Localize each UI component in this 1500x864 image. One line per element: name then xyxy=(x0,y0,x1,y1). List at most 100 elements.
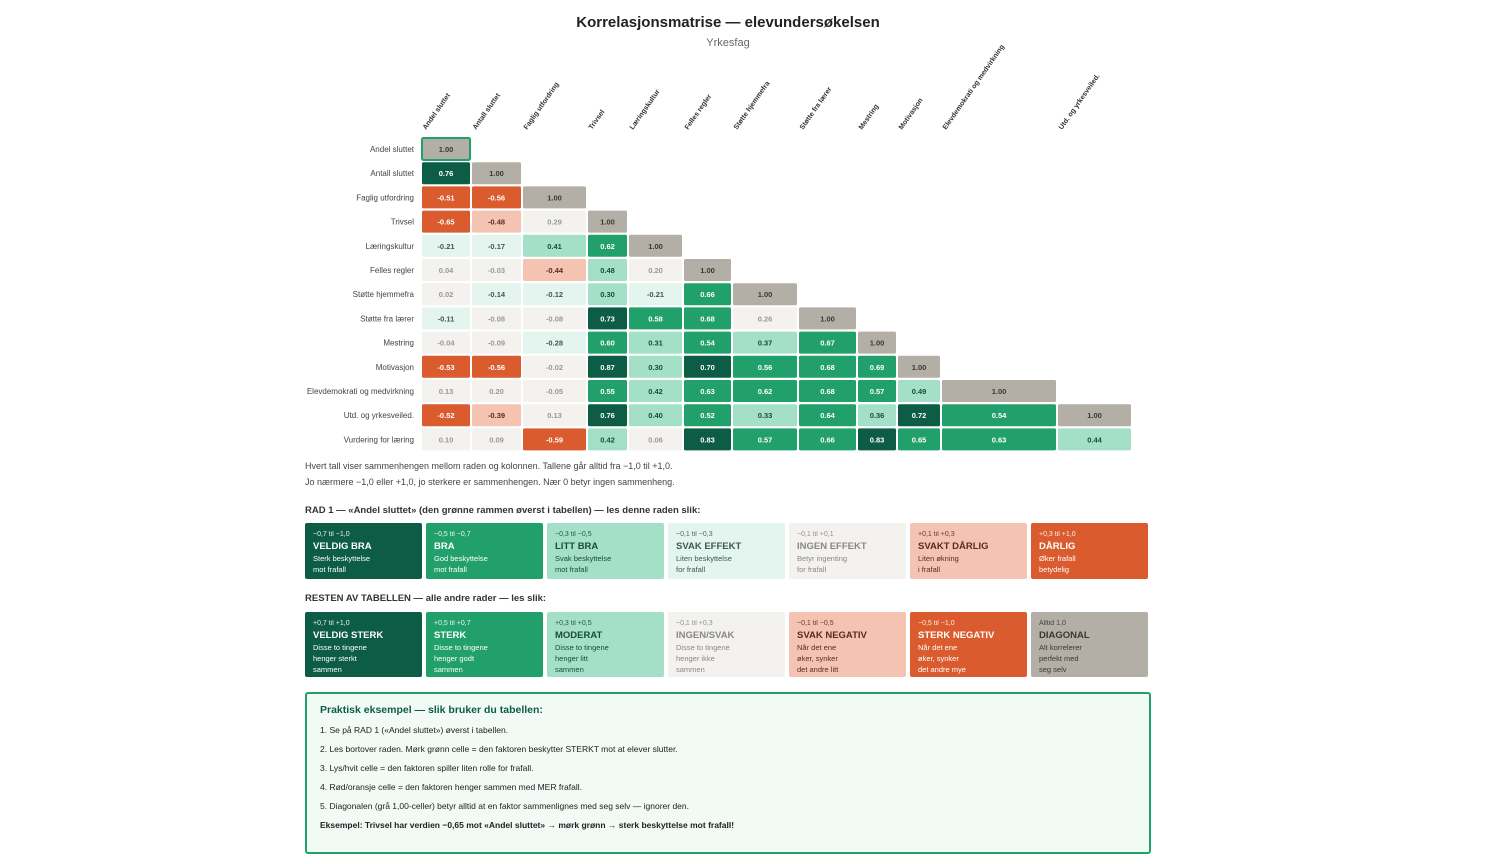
matrix-cell xyxy=(588,283,627,306)
matrix-cell xyxy=(472,283,521,306)
matrix-cell-value: 0.69 xyxy=(870,363,885,372)
example-step: 3. Lys/hvit celle = den faktoren spiller… xyxy=(320,763,534,773)
example-final: Eksempel: Trivsel har verdien −0,65 mot … xyxy=(320,820,735,830)
matrix-cell-value: 1.00 xyxy=(992,387,1007,396)
legend-item: −0,5 til −0,7 BRA God beskyttelse mot frafa… xyxy=(426,523,543,579)
matrix-cell xyxy=(733,380,797,402)
legend-desc: betydelig xyxy=(1039,565,1070,574)
row1-legend: −0,7 til −1,0 VELDIG BRA Sterk beskyttelse… xyxy=(305,523,1148,579)
matrix-cell-value: 0.09 xyxy=(489,435,504,444)
column-label: Elevdemokrati og medvirkning xyxy=(942,44,1006,132)
matrix-cell-value: 0.57 xyxy=(870,387,885,396)
matrix-cell xyxy=(588,380,627,402)
matrix-cell xyxy=(898,428,940,451)
matrix-cell xyxy=(472,259,521,281)
matrix-cell xyxy=(733,307,797,330)
matrix-cell xyxy=(684,283,731,306)
matrix-cell-value: -0.21 xyxy=(437,242,454,251)
matrix-cell xyxy=(523,186,586,209)
matrix-cell-value: -0.11 xyxy=(438,314,455,323)
matrix-cell-value: 0.52 xyxy=(700,411,715,420)
legend-desc: Når det ene xyxy=(918,643,958,652)
matrix-cell-value: -0.28 xyxy=(546,339,563,348)
legend-item: Alltid 1,0 DIAGONAL Alt korrelerer perfekt … xyxy=(1031,612,1148,677)
legend-range: +0,5 til +0,7 xyxy=(434,620,471,627)
matrix-cell xyxy=(799,331,856,354)
matrix-cell-value: 1.00 xyxy=(758,290,773,299)
example-step: 5. Diagonalen (grå 1,00-celler) betyr al… xyxy=(320,801,689,811)
matrix-cell-value: 0.70 xyxy=(700,363,715,372)
matrix-cell xyxy=(523,283,586,306)
matrix-cell xyxy=(858,355,896,378)
row-label: Faglig utfordring xyxy=(356,193,414,202)
matrix-cell xyxy=(588,307,627,330)
legend-item: −0,1 til +0,1 INGEN EFFEKT Betyr ingenting… xyxy=(789,523,906,579)
example-step: 2. Les bortover raden. Mørk grønn celle … xyxy=(320,744,678,754)
matrix-cell-value: 1.00 xyxy=(547,193,562,202)
legend-desc: perfekt med xyxy=(1039,654,1079,663)
row1-legend-title: RAD 1 — «Andel sluttet» (den grønne ramm… xyxy=(305,505,701,516)
matrix-cell xyxy=(523,210,586,233)
column-label: Mestring xyxy=(858,103,880,131)
column-label: Motivasjon xyxy=(898,97,925,131)
matrix-cell-value: 0.63 xyxy=(700,387,715,396)
legend-heading: SVAKT DÅRLIG xyxy=(918,541,989,552)
legend-item: −0,1 til −0,3 SVAK EFFEKT Liten beskyttels… xyxy=(668,523,785,579)
matrix-cell xyxy=(629,234,682,257)
matrix-cell-value: 0.66 xyxy=(820,435,835,444)
matrix-cell xyxy=(858,331,896,354)
column-label: Støtte hjemmefra xyxy=(733,80,772,131)
legend-range: −0,5 til −0,7 xyxy=(434,531,471,538)
legend-desc: Svak beskyttelse xyxy=(555,554,612,563)
legend-heading: STERK NEGATIV xyxy=(918,630,995,641)
matrix-cell xyxy=(898,355,940,378)
matrix-cell xyxy=(799,307,856,330)
matrix-cell-value: 0.54 xyxy=(700,339,715,348)
matrix-cell-value: 0.76 xyxy=(600,411,615,420)
column-label: Læringskultur xyxy=(629,88,662,131)
matrix-cell xyxy=(472,186,521,209)
column-label: Felles regler xyxy=(684,93,714,131)
matrix-cell xyxy=(472,234,521,257)
matrix-cell-value: 0.62 xyxy=(758,387,773,396)
legend-range: −0,1 til +0,3 xyxy=(676,620,713,627)
matrix-cell xyxy=(422,380,470,402)
matrix-cell-value: 0.10 xyxy=(439,435,454,444)
matrix-cell-value: 0.26 xyxy=(758,314,773,323)
legend-heading: SVAK NEGATIV xyxy=(797,630,867,641)
matrix-cell xyxy=(523,428,586,451)
legend-item: +0,3 til +1,0 DÅRLIG Øker frafall betydelig xyxy=(1031,523,1148,579)
row-label: Motivasjon xyxy=(376,363,414,372)
matrix-cell-value: -0.17 xyxy=(488,242,505,251)
legend-desc: God beskyttelse xyxy=(434,554,488,563)
matrix-cell xyxy=(799,380,856,402)
matrix-cell xyxy=(472,307,521,330)
matrix-cell xyxy=(523,404,586,427)
column-label: Antall sluttet xyxy=(472,92,502,131)
legend-desc: det andre litt xyxy=(797,665,839,674)
legend-item: −0,3 til −0,5 LITT BRA Svak beskyttelse mot… xyxy=(547,523,664,579)
matrix-cell xyxy=(523,380,586,402)
matrix-cell xyxy=(1058,404,1131,427)
legend-desc: mot frafall xyxy=(434,565,467,574)
row-label: Vurdering for læring xyxy=(344,435,414,444)
matrix-cell xyxy=(942,428,1056,451)
matrix-cell xyxy=(422,186,470,209)
matrix-cell-value: 0.29 xyxy=(547,218,562,227)
legend-range: +0,3 til +1,0 xyxy=(1039,531,1076,538)
matrix-cell-value: -0.53 xyxy=(437,363,454,372)
matrix-cell xyxy=(733,404,797,427)
legend-range: −0,1 til +0,1 xyxy=(797,531,834,538)
matrix-cell-value: 0.72 xyxy=(912,411,927,420)
matrix-cell-value: 0.73 xyxy=(600,314,615,323)
matrix-cell-value: 1.00 xyxy=(600,218,615,227)
legend-desc: for frafall xyxy=(797,565,827,574)
row-label: Felles regler xyxy=(370,266,414,275)
matrix-cell-value: -0.08 xyxy=(546,314,563,323)
matrix-cell xyxy=(799,404,856,427)
legend-desc: henger litt xyxy=(555,654,588,663)
matrix-cell-value: -0.65 xyxy=(437,218,454,227)
legend-heading: LITT BRA xyxy=(555,541,599,552)
legend-range: −0,1 til −0,3 xyxy=(676,531,713,538)
matrix-cell xyxy=(422,307,470,330)
